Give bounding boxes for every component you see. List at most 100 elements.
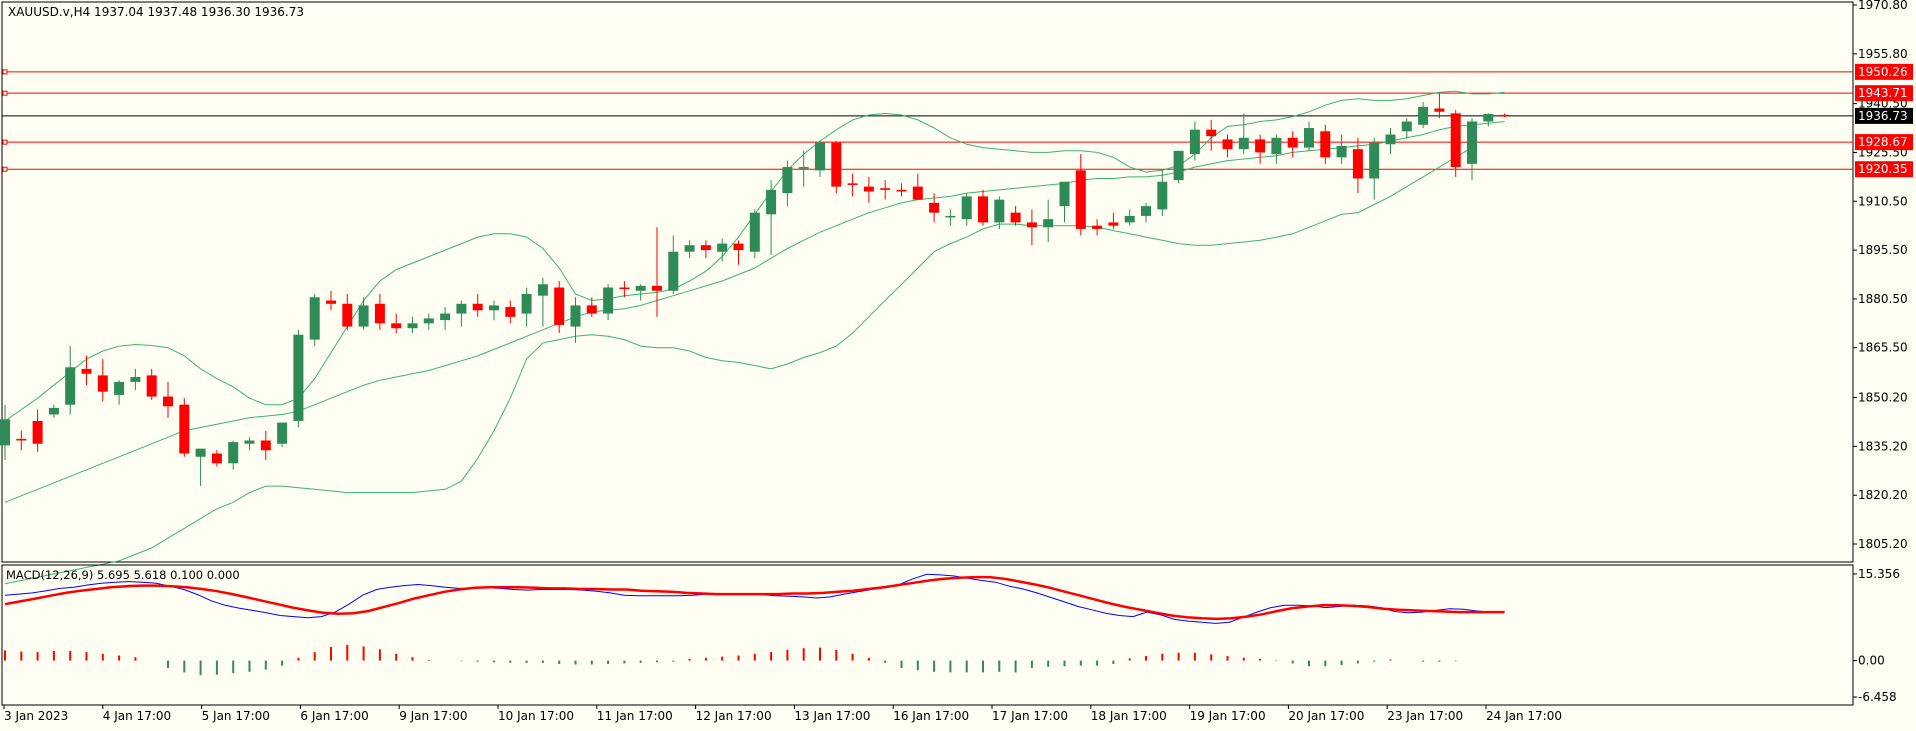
candle-body[interactable] (326, 300, 336, 304)
candle-body[interactable] (1026, 222, 1037, 228)
candle-body[interactable] (114, 381, 125, 395)
candle-body[interactable] (880, 188, 891, 190)
candle-body[interactable] (1369, 142, 1380, 179)
candle-body[interactable] (1108, 222, 1119, 226)
candle-body[interactable] (1173, 150, 1184, 181)
candle-body[interactable] (961, 196, 972, 220)
candle-body[interactable] (1010, 212, 1021, 223)
level-handle[interactable] (2, 166, 8, 172)
candle-body[interactable] (407, 323, 418, 329)
candle-body[interactable] (537, 284, 548, 296)
candle-body[interactable] (1255, 139, 1266, 153)
candle-body[interactable] (684, 245, 695, 252)
level-handle[interactable] (2, 69, 8, 75)
candle-body[interactable] (163, 396, 173, 407)
candle-body[interactable] (863, 186, 874, 192)
candle-body[interactable] (228, 442, 239, 464)
candle-body[interactable] (81, 368, 92, 374)
candle-body[interactable] (1206, 129, 1217, 137)
candle-body[interactable] (1434, 108, 1445, 112)
candle-body[interactable] (293, 334, 304, 421)
macd-pane[interactable]: 15.356 0.00 -6.458 MACD(12,26,9) 5.695 5.6… (1, 564, 1900, 706)
candle-body[interactable] (1124, 215, 1135, 223)
candle-body[interactable] (423, 318, 434, 324)
candle-body[interactable] (1499, 114, 1510, 117)
candle-body[interactable] (1287, 137, 1298, 148)
candle-body[interactable] (1092, 225, 1103, 229)
candle-body[interactable] (195, 448, 206, 457)
candle-body[interactable] (374, 303, 385, 324)
candle-body[interactable] (1418, 106, 1429, 125)
candle-body[interactable] (32, 420, 43, 444)
candle-body[interactable] (456, 303, 467, 314)
candle-body[interactable] (1189, 129, 1200, 155)
candle-body[interactable] (342, 303, 353, 327)
candle-body[interactable] (831, 142, 842, 187)
candle-body[interactable] (179, 404, 190, 454)
candle-body[interactable] (1450, 113, 1461, 168)
candle-body[interactable] (700, 245, 711, 251)
candle-body[interactable] (1238, 137, 1249, 150)
candle-body[interactable] (896, 189, 907, 192)
candle-body[interactable] (1271, 137, 1282, 155)
candle-body[interactable] (16, 438, 27, 441)
candle-body[interactable] (1336, 145, 1347, 158)
candle-body[interactable] (309, 297, 320, 340)
candle-body[interactable] (815, 142, 825, 171)
candle-body[interactable] (0, 419, 10, 446)
candle-body[interactable] (1483, 114, 1494, 122)
candle-body[interactable] (1385, 134, 1396, 145)
candle-body[interactable] (440, 313, 451, 321)
candle-body[interactable] (733, 243, 744, 251)
candle-body[interactable] (603, 287, 614, 314)
candle-body[interactable] (554, 287, 565, 325)
candle-body[interactable] (994, 199, 1005, 223)
candlesticks[interactable] (0, 93, 1510, 487)
candle-body[interactable] (244, 440, 255, 444)
candle-body[interactable] (749, 212, 760, 252)
candle-body[interactable] (619, 287, 630, 290)
candle-body[interactable] (782, 167, 793, 194)
price-pane[interactable]: 1970.801955.801940.501925.501910.501895.… (0, 0, 1913, 585)
candle-body[interactable] (945, 215, 956, 218)
candle-body[interactable] (978, 196, 988, 223)
candle-body[interactable] (505, 307, 516, 317)
candle-body[interactable] (766, 189, 777, 215)
candle-body[interactable] (570, 305, 581, 327)
horizontal-levels[interactable] (2, 69, 1853, 172)
candle-body[interactable] (521, 294, 532, 314)
candle-body[interactable] (1401, 121, 1412, 132)
candle-body[interactable] (146, 375, 157, 397)
candle-body[interactable] (1043, 219, 1054, 228)
candle-body[interactable] (847, 183, 858, 185)
candle-body[interactable] (1320, 131, 1331, 158)
candle-body[interactable] (130, 377, 141, 382)
candle-body[interactable] (472, 303, 483, 311)
candle-body[interactable] (1304, 128, 1314, 148)
candle-body[interactable] (1157, 181, 1168, 210)
candle-body[interactable] (717, 243, 728, 252)
candle-body[interactable] (912, 186, 923, 200)
candle-body[interactable] (635, 285, 646, 291)
candle-body[interactable] (48, 407, 59, 415)
candle-body[interactable] (586, 305, 597, 314)
candle-body[interactable] (1059, 181, 1070, 207)
candle-body[interactable] (489, 305, 499, 311)
candle-body[interactable] (65, 367, 76, 405)
level-handle[interactable] (2, 90, 8, 96)
candle-body[interactable] (668, 251, 679, 291)
candle-body[interactable] (260, 440, 271, 451)
candle-body[interactable] (391, 323, 402, 329)
candle-body[interactable] (1467, 121, 1477, 164)
candle-body[interactable] (97, 375, 108, 392)
candle-body[interactable] (1352, 149, 1363, 179)
candle-body[interactable] (211, 453, 222, 464)
candle-body[interactable] (798, 167, 809, 169)
candle-body[interactable] (929, 202, 940, 213)
candle-body[interactable] (277, 422, 288, 444)
candle-body[interactable] (652, 285, 662, 291)
candle-body[interactable] (1075, 170, 1086, 229)
candle-body[interactable] (1141, 206, 1151, 216)
level-handle[interactable] (2, 139, 8, 145)
